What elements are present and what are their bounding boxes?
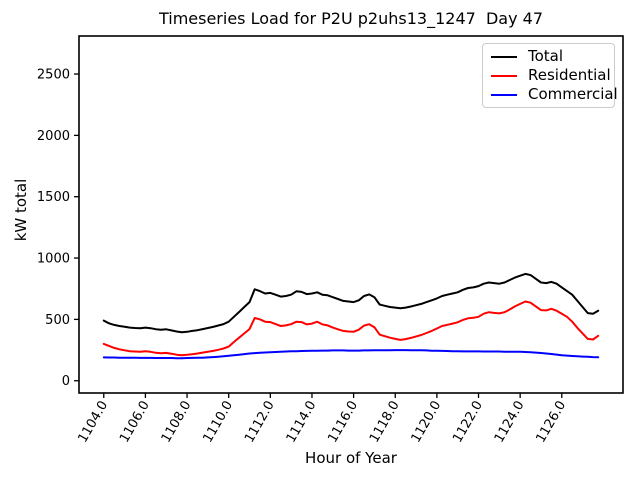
series-line-commercial [102,349,600,360]
legend-item-residential: Residential [491,68,611,83]
svg-text:1122.0: 1122.0 [450,398,486,445]
legend-line-commercial-icon [491,93,517,96]
svg-text:1104.0: 1104.0 [75,399,111,446]
legend-label-residential: Residential [528,66,611,84]
axes-frame [78,35,624,394]
svg-text:1108.0: 1108.0 [159,399,195,446]
svg-text:1126.0: 1126.0 [534,399,570,446]
legend-item-commercial: Commercial [491,87,618,102]
svg-text:1112.0: 1112.0 [242,399,278,446]
x-axis-label: Hour of Year [305,449,397,467]
legend-label-commercial: Commercial [528,85,618,103]
y-axis-ticks: 0 500 1000 1500 2000 2500 [37,68,79,389]
legend-line-total-icon [491,55,517,58]
svg-text:2500: 2500 [37,68,70,83]
series-line-residential [102,300,600,357]
legend-item-total: Total [491,49,606,64]
legend-line-residential-icon [491,74,517,77]
svg-text:500: 500 [45,313,70,328]
svg-text:1116.0: 1116.0 [325,399,361,446]
svg-text:1120.0: 1120.0 [409,399,445,446]
svg-text:1118.0: 1118.0 [367,399,403,446]
svg-text:1000: 1000 [37,252,70,267]
svg-text:1124.0: 1124.0 [492,399,528,446]
svg-text:1114.0: 1114.0 [284,399,320,446]
chart-title: Timeseries Load for P2U p2uhs13_1247 Day… [158,9,544,28]
series-line-total [102,272,600,334]
svg-text:1106.0: 1106.0 [117,399,153,446]
svg-text:0: 0 [62,374,70,389]
legend-label-total: Total [528,47,564,65]
svg-text:2000: 2000 [37,129,70,144]
svg-text:1500: 1500 [37,190,70,205]
legend: Total Residential Commercial [482,43,618,108]
x-axis-ticks: 1104.0 1106.0 1108.0 1110.0 1112.0 1114.0 1116… [75,393,569,445]
svg-text:1110.0: 1110.0 [200,399,236,446]
